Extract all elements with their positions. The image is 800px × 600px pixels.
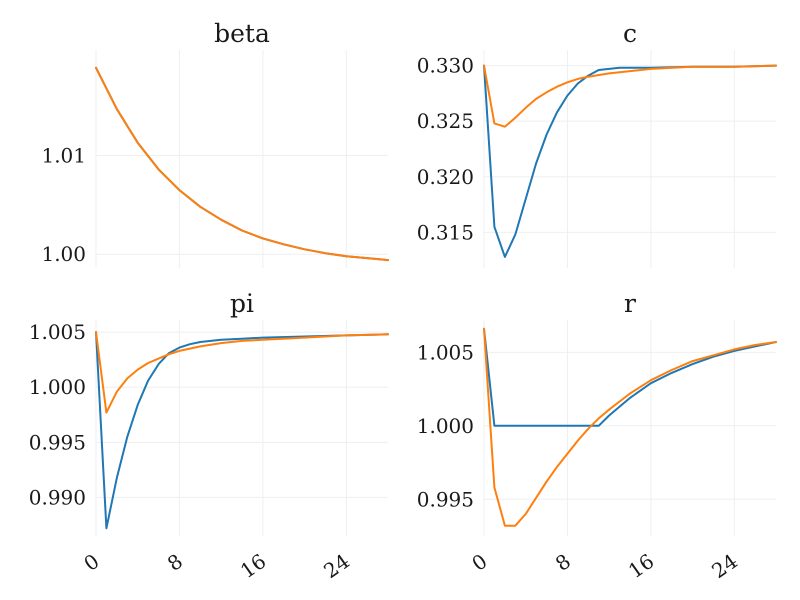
y-tick-label: 0.325 <box>417 109 474 133</box>
series-line-orange <box>483 327 777 527</box>
x-tick-label: 16 <box>624 549 659 583</box>
y-tick-label: 0.995 <box>417 487 474 511</box>
panel-title: c <box>623 19 637 48</box>
y-tick-label: 0.330 <box>417 54 474 78</box>
y-tick-label: 0.315 <box>417 220 474 244</box>
y-tick-label: 0.990 <box>29 485 86 509</box>
x-tick-label: 0 <box>79 549 103 576</box>
y-tick-label: 1.005 <box>417 340 474 364</box>
x-tick-label: 8 <box>551 549 575 576</box>
x-tick-label: 8 <box>163 549 187 576</box>
x-tick-label: 24 <box>319 549 354 583</box>
panel-c: 0.315 0.320 0.325 0.330 c <box>417 19 777 268</box>
panel-title: r <box>624 289 636 318</box>
y-tick-label: 1.00 <box>41 242 86 266</box>
y-tick-label: 1.000 <box>29 375 86 399</box>
x-tick-label: 24 <box>707 549 742 583</box>
panel-beta: 1.00 1.01 beta <box>41 19 389 268</box>
series-line-blue <box>95 331 389 530</box>
series-line-blue <box>483 327 777 427</box>
y-tick-label: 0.995 <box>29 430 86 454</box>
panel-title: beta <box>214 19 270 48</box>
panel-pi: 0 8 16 24 0.990 0.995 1.000 1.005 pi <box>29 289 389 583</box>
y-tick-label: 1.01 <box>41 144 86 168</box>
series-line-blue <box>483 64 777 258</box>
y-tick-label: 1.005 <box>29 320 86 344</box>
panel-r: 0 8 16 24 0.995 1.000 1.005 r <box>417 289 777 583</box>
series-line-orange <box>483 64 777 128</box>
series-line-orange <box>95 66 389 262</box>
y-tick-label: 1.000 <box>417 414 474 438</box>
series-line-orange <box>95 331 389 414</box>
x-tick-label: 16 <box>236 549 271 583</box>
y-tick-label: 0.320 <box>417 165 474 189</box>
panel-title: pi <box>230 289 254 318</box>
x-tick-label: 0 <box>467 549 491 576</box>
